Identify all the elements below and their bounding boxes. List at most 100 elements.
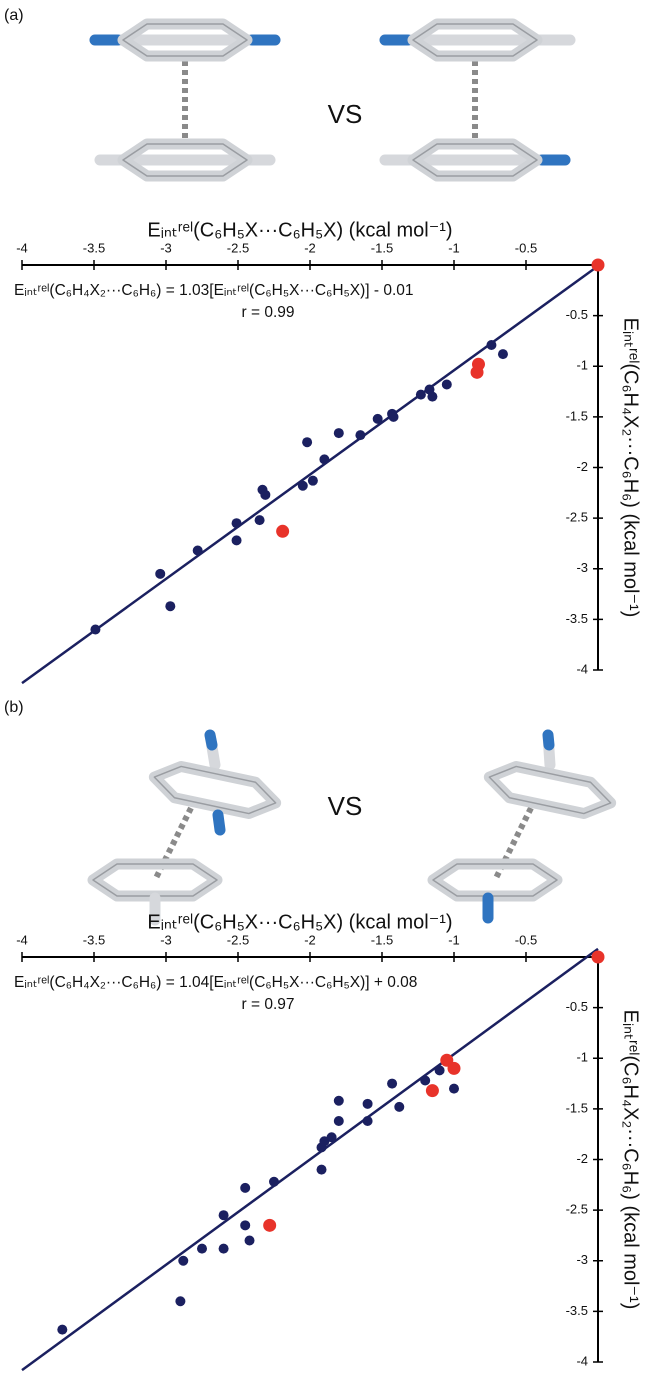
- molecule-pair-a-right: [385, 24, 570, 176]
- data-point: [426, 1084, 439, 1097]
- x-tick-label: -1.5: [371, 240, 393, 255]
- x-tick-label: -0.5: [515, 240, 537, 255]
- data-point: [219, 1210, 229, 1220]
- x-axis-title: Eᵢₙₜʳᵉˡ(C₆H₅X···C₆H₅X) (kcal mol⁻¹): [147, 911, 452, 933]
- data-point: [219, 1244, 229, 1254]
- molecule-pair-b-left: [93, 735, 279, 920]
- data-point: [308, 476, 318, 486]
- comparison-label: VS: [328, 791, 363, 821]
- x-tick-label: -3: [160, 932, 172, 947]
- data-point: [175, 1296, 185, 1306]
- substituent-x: [548, 735, 549, 745]
- data-point: [498, 349, 508, 359]
- fit-r: r = 0.99: [242, 304, 295, 321]
- y-tick-label: -3: [576, 560, 588, 575]
- x-tick-label: -3.5: [83, 240, 105, 255]
- data-point: [442, 379, 452, 389]
- panel-label: (b): [4, 699, 24, 716]
- x-tick-label: -2.5: [227, 932, 249, 947]
- y-tick-label: -2.5: [566, 510, 588, 525]
- data-point: [486, 340, 496, 350]
- x-tick-label: -3: [160, 240, 172, 255]
- y-tick-label: -2: [576, 459, 588, 474]
- molecule-pair-a-left: [95, 24, 275, 176]
- y-tick-label: -1.5: [566, 1100, 588, 1115]
- data-point: [298, 481, 308, 491]
- y-tick-label: -4: [576, 1353, 588, 1368]
- data-point: [394, 1102, 404, 1112]
- x-axis-title: Eᵢₙₜʳᵉˡ(C₆H₅X···C₆H₅X) (kcal mol⁻¹): [147, 219, 452, 241]
- data-point: [389, 412, 399, 422]
- data-point: [155, 569, 165, 579]
- x-tick-label: -0.5: [515, 932, 537, 947]
- x-tick-label: -2: [304, 240, 316, 255]
- x-tick-label: -1: [448, 240, 460, 255]
- x-tick-label: -1.5: [371, 932, 393, 947]
- x-tick-label: -2.5: [227, 240, 249, 255]
- ring: [151, 761, 279, 818]
- y-axis-title: Eᵢₙₜʳᵉˡ(C₆H₄X₂···C₆H₆) (kcal mol⁻¹): [620, 318, 642, 618]
- data-point: [449, 1084, 459, 1094]
- panel-label: (a): [4, 7, 24, 24]
- fit-r: r = 0.97: [242, 996, 295, 1013]
- data-point: [232, 535, 242, 545]
- data-point: [471, 366, 484, 379]
- data-point: [245, 1236, 255, 1246]
- data-point: [435, 1065, 445, 1075]
- data-point: [420, 1076, 430, 1086]
- data-point: [334, 1116, 344, 1126]
- molecule-pair-b-right: [433, 735, 614, 918]
- fit-line: [22, 266, 598, 683]
- data-point: [448, 1062, 461, 1075]
- fit-equation: Eᵢₙₜʳᵉˡ(C₆H₄X₂···C₆H₆) = 1.03[Eᵢₙₜʳᵉˡ(C₆…: [14, 282, 414, 299]
- x-tick-label: -1: [448, 932, 460, 947]
- y-tick-label: -4: [576, 661, 588, 676]
- data-point: [427, 392, 437, 402]
- y-tick-label: -1: [576, 1050, 588, 1065]
- fit-equation: Eᵢₙₜʳᵉˡ(C₆H₄X₂···C₆H₆) = 1.04[Eᵢₙₜʳᵉˡ(C₆…: [14, 974, 417, 991]
- x-tick-label: -3.5: [83, 932, 105, 947]
- data-point: [317, 1165, 327, 1175]
- data-point: [260, 490, 270, 500]
- substituent-x: [218, 815, 220, 830]
- data-point: [276, 525, 289, 538]
- data-point: [592, 259, 605, 272]
- data-point: [363, 1099, 373, 1109]
- y-tick-label: -1: [576, 358, 588, 373]
- comparison-label: VS: [328, 99, 363, 129]
- y-tick-label: -3: [576, 1252, 588, 1267]
- x-tick-label: -4: [16, 240, 28, 255]
- data-point: [232, 518, 242, 528]
- data-point: [387, 1079, 397, 1089]
- data-point: [178, 1256, 188, 1266]
- data-point: [327, 1132, 337, 1142]
- y-tick-label: -2: [576, 1151, 588, 1166]
- data-point: [302, 437, 312, 447]
- y-tick-label: -3.5: [566, 611, 588, 626]
- figure: (a) VS Eᵢₙₜʳᵉˡ(C₆H₅X···C₆H₅X) (kcal mol⁻¹)…: [0, 0, 654, 1390]
- data-point: [240, 1183, 250, 1193]
- data-point: [373, 414, 383, 424]
- y-axis-title: Eᵢₙₜʳᵉˡ(C₆H₄X₂···C₆H₆) (kcal mol⁻¹): [620, 1010, 642, 1310]
- x-tick-label: -4: [16, 932, 28, 947]
- data-point: [263, 1219, 276, 1232]
- x-tick-label: -2: [304, 932, 316, 947]
- y-tick-label: -1.5: [566, 408, 588, 423]
- data-point: [57, 1325, 67, 1335]
- data-point: [165, 601, 175, 611]
- y-tick-label: -3.5: [566, 1303, 588, 1318]
- data-point: [363, 1116, 373, 1126]
- data-point: [334, 1096, 344, 1106]
- data-point: [592, 951, 605, 964]
- y-tick-label: -0.5: [566, 307, 588, 322]
- y-tick-label: -0.5: [566, 999, 588, 1014]
- data-point: [334, 428, 344, 438]
- ring: [486, 761, 614, 818]
- data-point: [255, 515, 265, 525]
- data-point: [416, 390, 426, 400]
- data-point: [197, 1244, 207, 1254]
- data-point: [90, 625, 100, 635]
- y-tick-label: -2.5: [566, 1202, 588, 1217]
- substituent-x: [210, 735, 212, 745]
- data-point: [355, 430, 365, 440]
